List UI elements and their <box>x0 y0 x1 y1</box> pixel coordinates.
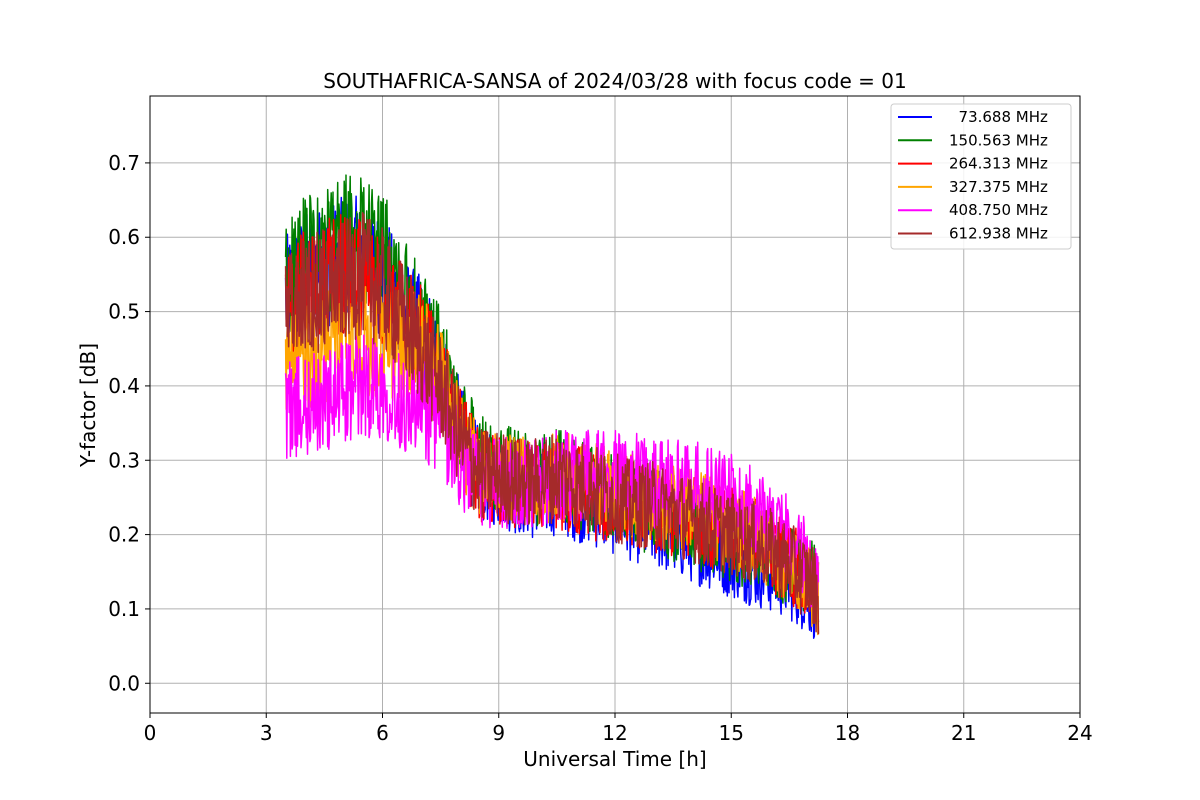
y-tick-label: 0.5 <box>108 300 140 324</box>
x-axis-ticks: 0 3 6 9 12 15 18 21 24 <box>144 713 1093 745</box>
legend-label: 150.563 MHz <box>949 131 1048 149</box>
x-tick-label: 21 <box>951 721 976 745</box>
legend-label: 327.375 MHz <box>949 178 1048 196</box>
x-tick-label: 24 <box>1067 721 1092 745</box>
series-line <box>284 211 820 635</box>
legend-label: 612.938 MHz <box>949 225 1048 243</box>
x-tick-label: 12 <box>602 721 627 745</box>
y-tick-label: 0.0 <box>108 671 140 695</box>
legend-label: 73.688 MHz <box>949 108 1048 126</box>
series-layer <box>284 174 820 639</box>
y-tick-label: 0.2 <box>108 523 140 547</box>
legend-label: 264.313 MHz <box>949 155 1048 173</box>
y-tick-label: 0.6 <box>108 225 140 249</box>
y-tick-label: 0.1 <box>108 597 140 621</box>
y-tick-label: 0.4 <box>108 374 140 398</box>
x-tick-label: 18 <box>835 721 860 745</box>
x-tick-label: 3 <box>260 721 273 745</box>
legend-label: 408.750 MHz <box>949 201 1048 219</box>
y-axis-label: Y-factor [dB] <box>76 343 100 468</box>
legend-box <box>890 103 1072 250</box>
y-tick-label: 0.7 <box>108 151 140 175</box>
legend: 73.688 MHz 150.563 MHz 264.313 MHz 327.375 … <box>890 103 1072 250</box>
y-axis-ticks: 0.0 0.1 0.2 0.3 0.4 0.5 0.6 0.7 <box>108 151 150 695</box>
x-tick-label: 0 <box>144 721 157 745</box>
x-tick-label: 15 <box>719 721 744 745</box>
y-tick-label: 0.3 <box>108 448 140 472</box>
chart-title: SOUTHAFRICA-SANSA of 2024/03/28 with foc… <box>323 69 907 93</box>
x-axis-label: Universal Time [h] <box>523 747 706 771</box>
x-tick-label: 9 <box>492 721 505 745</box>
x-tick-label: 6 <box>376 721 389 745</box>
